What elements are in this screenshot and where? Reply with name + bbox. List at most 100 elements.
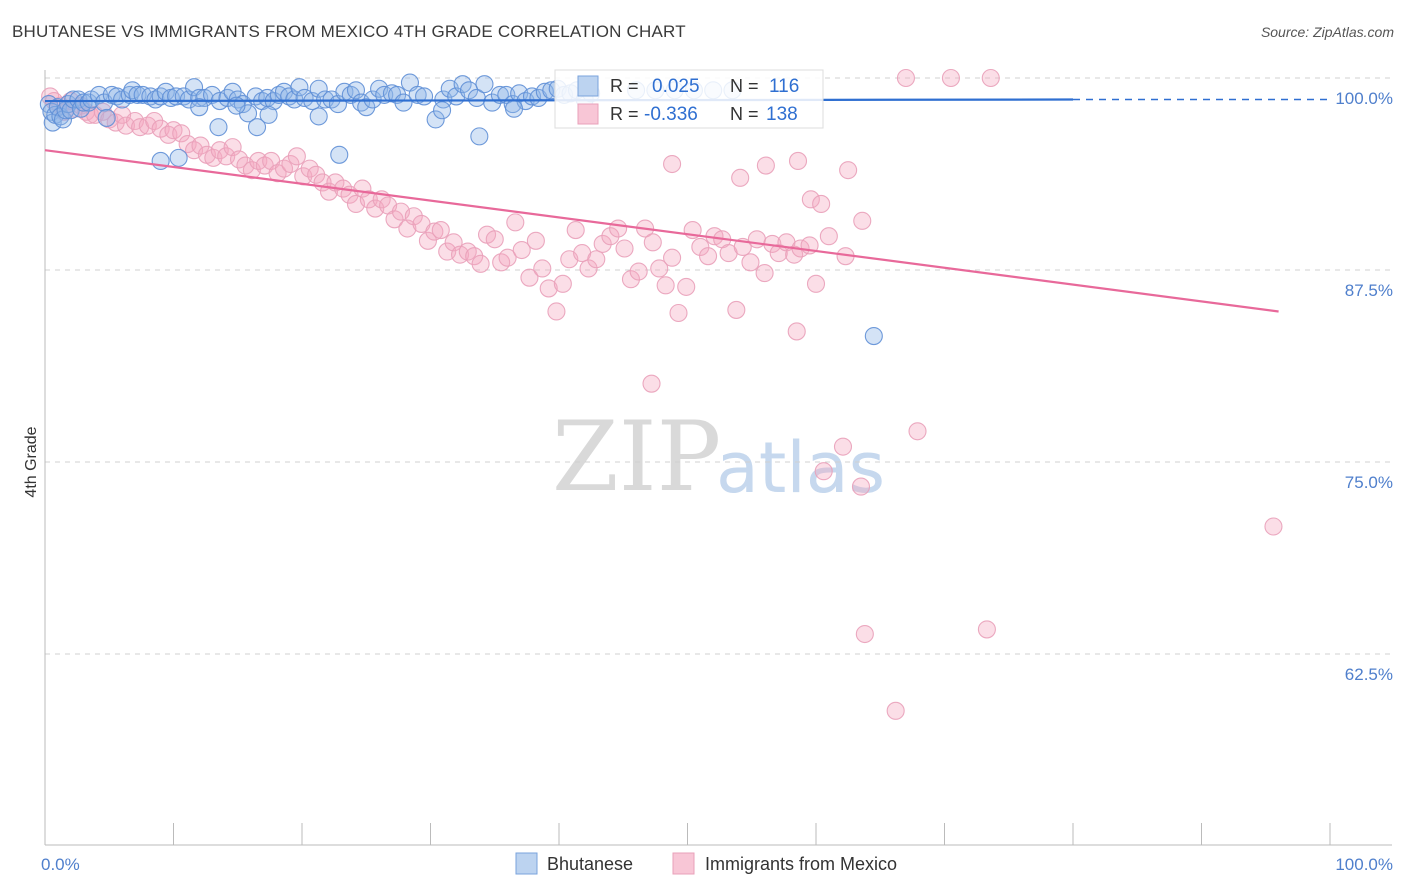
bhutanese-point-14 bbox=[79, 93, 98, 112]
bhutanese-point-66 bbox=[375, 85, 394, 104]
legend-swatch-mexico bbox=[577, 103, 599, 125]
mexico-point-122 bbox=[788, 151, 808, 170]
mexico-point-119 bbox=[663, 154, 682, 174]
bottom-legend-swatch-mexico bbox=[672, 852, 695, 875]
mexico-point-91 bbox=[629, 262, 648, 281]
mexico-point-62 bbox=[431, 221, 450, 240]
mexico-point-58 bbox=[404, 207, 423, 226]
bottom-legend-label-mexico: Immigrants from Mexico bbox=[705, 854, 897, 874]
mexico-point-25 bbox=[191, 136, 210, 155]
bhutanese-point-108 bbox=[504, 99, 524, 118]
mexico-point-79 bbox=[547, 302, 566, 321]
bhutanese-point-103 bbox=[190, 98, 209, 117]
mexico-point-72 bbox=[498, 248, 517, 267]
bhutanese-point-27 bbox=[146, 90, 165, 109]
mexico-point-108 bbox=[747, 230, 766, 249]
mexico-point-55 bbox=[385, 210, 404, 229]
mexico-point-38 bbox=[274, 159, 294, 178]
mexico-point-129 bbox=[833, 437, 853, 456]
mexico-point-136 bbox=[886, 701, 905, 720]
bhutanese-point-72 bbox=[415, 87, 434, 106]
mexico-point-123 bbox=[839, 161, 858, 180]
axes bbox=[44, 70, 1392, 846]
bhutanese-point-106 bbox=[309, 107, 328, 126]
mexico-point-37 bbox=[268, 164, 287, 183]
mexico-point-130 bbox=[908, 422, 927, 441]
mexico-point-51 bbox=[359, 190, 378, 209]
bhutanese-point-80 bbox=[475, 75, 494, 94]
mexico-point-90 bbox=[621, 270, 641, 289]
x-tick-label-max: 100.0% bbox=[1335, 855, 1393, 874]
bhutanese-point-78 bbox=[459, 81, 479, 100]
mexico-trend-line bbox=[44, 149, 1279, 313]
bhutanese-point-52 bbox=[290, 78, 309, 97]
mexico-point-101 bbox=[699, 247, 718, 266]
bottom-legend: Bhutanese Immigrants from Mexico bbox=[515, 852, 897, 875]
mexico-point-116 bbox=[806, 274, 826, 293]
mexico-point-73 bbox=[506, 213, 525, 232]
y-tick-label-0: 100.0% bbox=[1335, 89, 1393, 108]
mexico-point-97 bbox=[669, 303, 688, 323]
bottom-legend-label-bhutanese: Bhutanese bbox=[547, 854, 633, 874]
mexico-point-128 bbox=[642, 374, 661, 393]
mexico-point-139 bbox=[981, 68, 1000, 88]
bhutanese-point-73 bbox=[426, 110, 445, 129]
source-label: Source: ZipAtlas.com bbox=[1260, 24, 1394, 40]
bhutanese-point-101 bbox=[330, 145, 349, 164]
mexico-point-89 bbox=[615, 239, 634, 258]
inset-legend: R = 0.025 N = 116 R = -0.336 N = 138 bbox=[554, 69, 824, 129]
watermark-zip: ZIP bbox=[552, 401, 721, 513]
chart-title: BHUTANESE VS IMMIGRANTS FROM MEXICO 4TH … bbox=[12, 22, 686, 41]
mexico-point-138 bbox=[941, 68, 960, 88]
bhutanese-point-10 bbox=[64, 90, 83, 109]
mexico-point-80 bbox=[553, 274, 572, 293]
mexico-point-77 bbox=[533, 259, 552, 278]
mexico-point-74 bbox=[512, 240, 531, 260]
mexico-point-60 bbox=[418, 231, 437, 250]
bhutanese-point-82 bbox=[490, 85, 509, 104]
mexico-point-78 bbox=[539, 279, 558, 298]
legend-n-value-2: 138 bbox=[766, 104, 798, 125]
mexico-point-12 bbox=[106, 113, 125, 132]
series-mexico-points bbox=[41, 68, 1283, 720]
mexico-point-94 bbox=[650, 259, 669, 278]
legend-box bbox=[554, 69, 824, 129]
y-tick-labels: 100.0% 87.5% 75.0% 62.5% bbox=[1335, 89, 1393, 684]
mexico-point-132 bbox=[851, 477, 871, 496]
y-tick-label-3: 62.5% bbox=[1345, 665, 1393, 684]
bhutanese-point-55 bbox=[309, 79, 328, 98]
mexico-point-107 bbox=[741, 253, 760, 272]
bhutanese-point-18 bbox=[97, 108, 116, 127]
mexico-point-105 bbox=[727, 300, 746, 319]
y-tick-label-1: 87.5% bbox=[1345, 281, 1393, 300]
mexico-point-82 bbox=[566, 221, 585, 240]
mexico-point-135 bbox=[977, 620, 996, 639]
bhutanese-point-115 bbox=[864, 326, 883, 346]
mexico-point-98 bbox=[677, 277, 696, 296]
legend-n-label-1: N = bbox=[730, 76, 759, 96]
mexico-point-75 bbox=[520, 268, 539, 287]
mexico-point-76 bbox=[526, 231, 545, 250]
mexico-point-67 bbox=[465, 247, 484, 266]
mexico-point-125 bbox=[812, 194, 831, 214]
mexico-point-137 bbox=[896, 68, 916, 88]
mexico-point-86 bbox=[593, 234, 612, 253]
mexico-point-39 bbox=[281, 154, 300, 174]
legend-r-value-1: 0.025 bbox=[652, 76, 700, 97]
mexico-point-18 bbox=[145, 111, 164, 131]
mexico-point-109 bbox=[755, 264, 774, 283]
bhutanese-point-81 bbox=[483, 93, 502, 112]
mexico-point-70 bbox=[485, 230, 504, 249]
bhutanese-point-71 bbox=[408, 85, 427, 104]
watermark: ZIP atlas bbox=[552, 401, 885, 513]
mexico-point-43 bbox=[307, 165, 326, 184]
mexico-point-66 bbox=[458, 242, 477, 261]
bottom-legend-swatch-bhutanese bbox=[515, 852, 538, 875]
mexico-point-88 bbox=[609, 219, 628, 238]
mexico-point-127 bbox=[787, 322, 806, 341]
mexico-point-40 bbox=[287, 147, 306, 166]
mexico-point-134 bbox=[855, 624, 874, 644]
mexico-point-84 bbox=[579, 259, 598, 278]
watermark-atlas: atlas bbox=[716, 427, 885, 509]
legend-r-value-2: -0.336 bbox=[644, 104, 698, 125]
